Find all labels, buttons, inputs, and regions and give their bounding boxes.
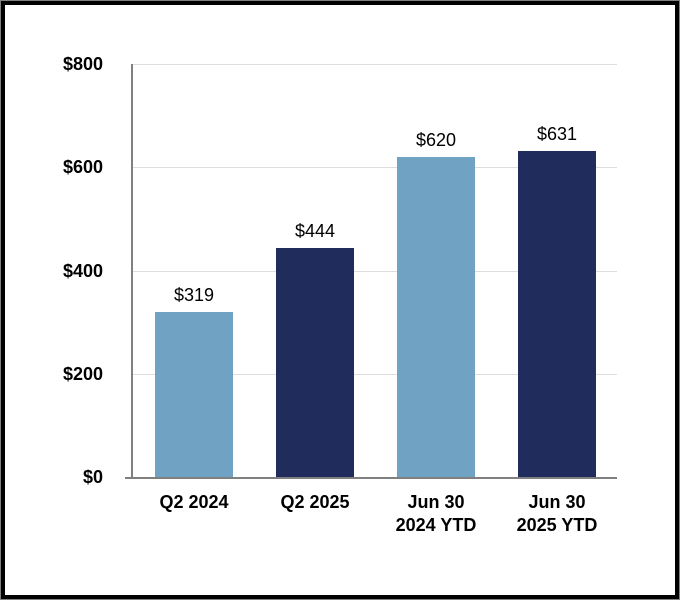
- gridline-800: [133, 64, 617, 65]
- x-axis-line: [125, 477, 617, 479]
- y-tick-label: $800: [62, 54, 103, 74]
- data-label-jun-30-2024-ytd: $620: [415, 130, 457, 150]
- x-axis-label-q2-2024: Q2 2024: [159, 492, 229, 512]
- data-label-jun-30-2025-ytd: $631: [536, 124, 578, 144]
- data-label-q2-2024: $319: [173, 285, 215, 305]
- gridline-600: [133, 167, 617, 168]
- x-axis-label-jun-30-2024-ytd: Jun 30 2024 YTD: [395, 492, 477, 535]
- gridline-200: [133, 374, 617, 375]
- bar-jun-30-2024-ytd: [397, 157, 475, 477]
- gridline-400: [133, 271, 617, 272]
- bar-q2-2024: [155, 312, 233, 477]
- y-axis-line: [131, 64, 133, 477]
- bar-q2-2025: [276, 248, 354, 477]
- data-label-q2-2025: $444: [294, 221, 336, 241]
- y-tick-label: $0: [82, 467, 103, 487]
- y-tick-label: $400: [62, 261, 103, 281]
- y-tick-label: $600: [62, 157, 103, 177]
- bar-jun-30-2025-ytd: [518, 151, 596, 477]
- x-axis-label-jun-30-2025-ytd: Jun 30 2025 YTD: [516, 492, 598, 535]
- x-axis-label-q2-2025: Q2 2025: [280, 492, 350, 512]
- y-tick-label: $200: [62, 364, 103, 384]
